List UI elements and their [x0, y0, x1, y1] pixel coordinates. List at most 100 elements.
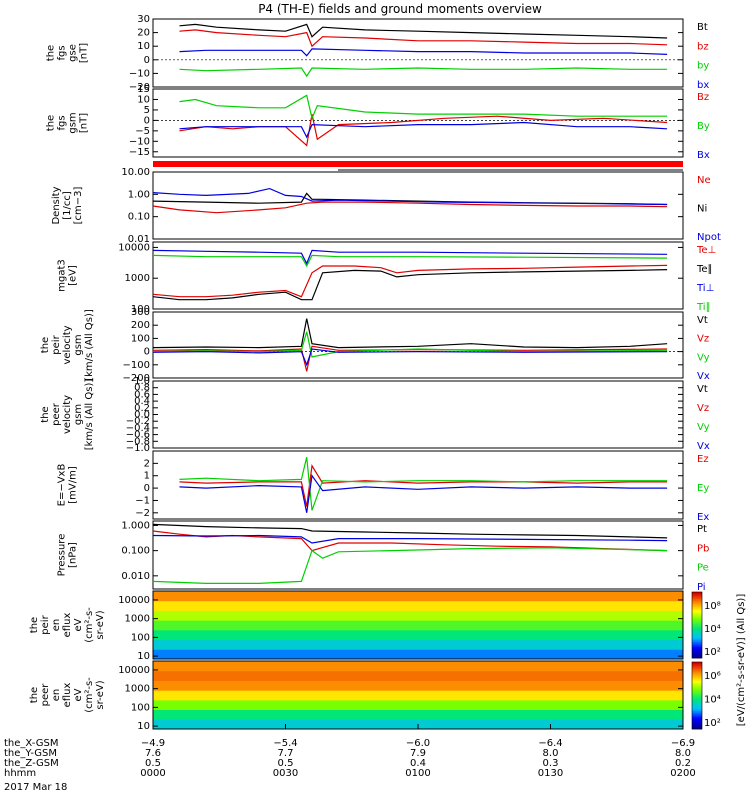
- colorbar-tick-label: 10⁴: [704, 695, 721, 706]
- y-tick-label: 0.0: [134, 410, 150, 421]
- colorbar-cell: [692, 646, 702, 649]
- ephemeris-value: −4.9: [141, 738, 165, 749]
- colorbar-cell: [692, 703, 702, 706]
- series-line-Ne: [152, 201, 668, 214]
- ephemeris-value: 0.4: [410, 758, 426, 769]
- series-line-Pi: [152, 534, 668, 544]
- panel-frame: [152, 450, 684, 520]
- colorbar-cell: [692, 593, 702, 596]
- ephemeris-value: 7.9: [410, 748, 426, 759]
- y-tick-label: 200: [131, 320, 150, 331]
- colorbar-cell: [692, 668, 702, 671]
- colorbar-cell: [692, 592, 702, 595]
- y-tick-label: −1.0: [126, 443, 150, 454]
- legend-label: Vx: [697, 441, 710, 452]
- colorbar-label: [eV/(cm²-s-sr-eV)] (All Qs)]: [736, 594, 747, 727]
- ephemeris-value: 0.3: [543, 758, 559, 769]
- colorbar-cell: [692, 727, 702, 730]
- colorbar-cell: [692, 705, 702, 708]
- colorbar-frame: [691, 661, 703, 730]
- ephemeris-value: 0030: [273, 768, 298, 779]
- colorbar-cell: [692, 695, 702, 698]
- legend-label: Vy: [697, 422, 710, 433]
- legend-label: bz: [697, 41, 709, 52]
- legend-label: By: [697, 121, 710, 132]
- y-tick-label: 0: [144, 115, 150, 126]
- y-axis-label: the: [29, 617, 40, 633]
- ephemeris-value: 7.7: [278, 748, 294, 759]
- colorbar-cell: [692, 651, 702, 654]
- colorbar-cell: [692, 670, 702, 673]
- colorbar-cell: [692, 615, 702, 618]
- y-tick-label: 0.01: [128, 234, 150, 245]
- y-tick-label: 100: [131, 632, 150, 643]
- y-tick-label: −0.6: [126, 430, 150, 441]
- y-tick-label: −15: [129, 147, 150, 158]
- series-line-by: [179, 67, 668, 78]
- series-line-Bz: [179, 113, 668, 147]
- legend-label: Pi: [697, 582, 706, 593]
- y-axis-label: the: [46, 115, 57, 131]
- y-tick-label: 0.010: [121, 571, 150, 582]
- spectro-band: [153, 639, 683, 650]
- colorbar-cell: [692, 673, 702, 676]
- y-tick-label: 10000: [118, 242, 150, 253]
- spectro-band: [153, 591, 683, 602]
- colorbar-cell: [692, 722, 702, 725]
- spectro-band: [153, 649, 683, 660]
- colorbar-cell: [692, 603, 702, 606]
- y-tick-label: 0.10: [128, 212, 150, 223]
- y-axis-label: [nT]: [79, 113, 90, 133]
- y-tick-label: −20: [129, 82, 150, 93]
- y-tick-label: 10: [137, 94, 150, 105]
- legend-label: Pb: [697, 543, 709, 554]
- ephemeris-value: −6.0: [406, 738, 430, 749]
- y-axis-label: gse: [68, 44, 79, 62]
- y-tick-label: −10: [129, 68, 150, 79]
- colorbar-cell: [692, 643, 702, 646]
- colorbar-cell: [692, 639, 702, 642]
- colorbar-tick-label: 10²: [704, 647, 721, 658]
- legend-label: Ti∥: [696, 302, 711, 313]
- colorbar-cell: [692, 718, 702, 722]
- panel-pressure: 1.000 0.100 0.010 Pressure [nPa] Pt Pb Pe Pi: [57, 520, 710, 593]
- y-tick-label: 100: [131, 304, 150, 315]
- colorbar-cell: [692, 613, 702, 616]
- ephemeris-label: the_Y-GSM: [4, 748, 57, 759]
- colorbar-cell: [692, 663, 702, 666]
- ephemeris-value: 0000: [140, 768, 165, 779]
- colorbar-cell: [692, 708, 702, 711]
- colorbar-cell: [692, 654, 702, 657]
- y-tick-label: 100: [131, 702, 150, 713]
- ephemeris-value: 8.0: [543, 748, 559, 759]
- colorbar-cell: [692, 680, 702, 683]
- ephemeris-label: hhmm: [4, 768, 36, 779]
- y-tick-label: 2: [144, 458, 150, 469]
- y-tick-label: 1000: [125, 614, 150, 625]
- colorbar-cell: [692, 698, 702, 701]
- colorbar-tick-label: 10²: [704, 718, 721, 729]
- y-axis-label: [nT]: [79, 43, 90, 63]
- series-line-By: [179, 94, 668, 121]
- spectro-band: [153, 709, 683, 720]
- y-axis-label: Density: [51, 186, 62, 224]
- panel-frame: [152, 241, 684, 310]
- colorbar-cell: [692, 600, 702, 603]
- series-line-Vy: [152, 331, 668, 358]
- series-line-Te∥: [152, 269, 668, 301]
- y-tick-label: 0.8: [134, 383, 150, 394]
- y-tick-label: 10000: [118, 595, 150, 606]
- y-tick-label: 100: [131, 333, 150, 344]
- y-axis-label: [nPa]: [68, 542, 79, 568]
- ephemeris-value: 0.2: [675, 758, 691, 769]
- colorbar-cell: [692, 693, 702, 696]
- y-axis-label: E=−VxB: [57, 464, 68, 507]
- ephemeris-label: the_Z-GSM: [4, 758, 59, 769]
- series-line-Npot: [152, 187, 668, 206]
- spectro-band: [153, 620, 683, 631]
- colorbar-cell: [692, 626, 702, 629]
- colorbar-cell: [692, 702, 702, 705]
- y-axis-label: sr-eV): [95, 610, 106, 639]
- colorbar-cell: [692, 611, 702, 614]
- legend-label: Ez: [697, 454, 709, 465]
